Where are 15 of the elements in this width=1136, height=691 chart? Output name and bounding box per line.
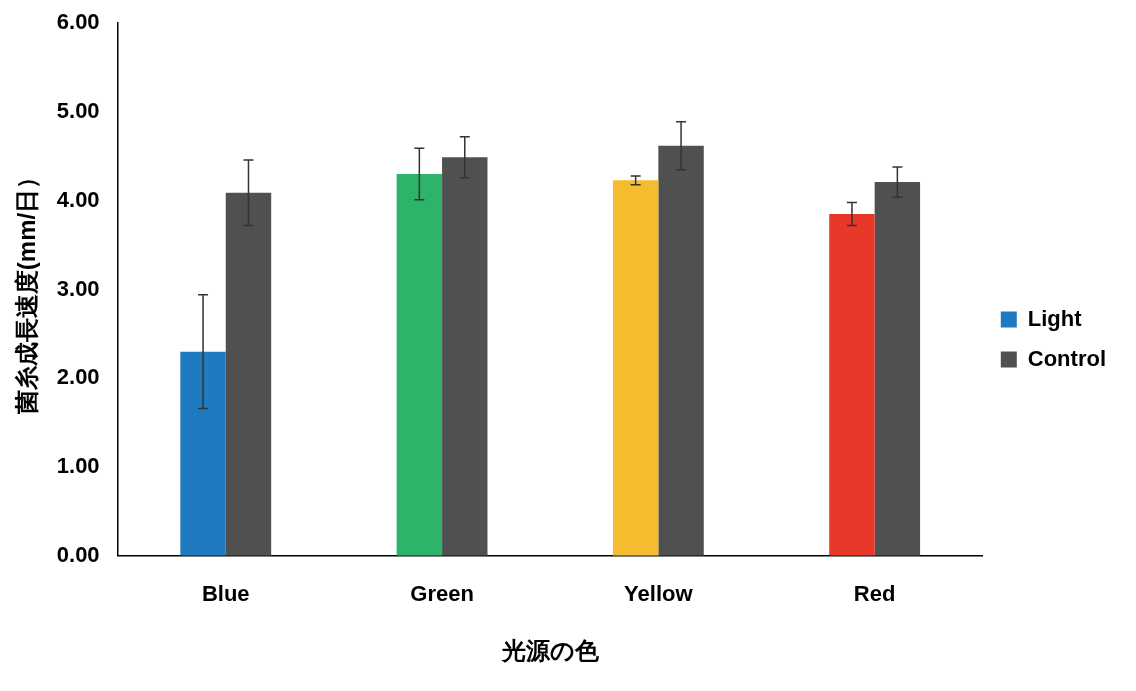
x-tick-label: Yellow (624, 581, 694, 607)
x-axis-title: 光源の色 (500, 637, 600, 665)
y-axis-title: 菌糸成長速度(mm/日） (13, 164, 41, 416)
legend-label: Light (1027, 305, 1083, 331)
x-tick-label: Red (853, 581, 896, 607)
x-tick-label: Blue (201, 581, 250, 607)
legend-label: Control (1027, 345, 1106, 371)
y-tick-label: 6.00 (56, 9, 100, 35)
y-tick-label: 0.00 (56, 541, 100, 567)
y-tick-label: 3.00 (56, 275, 100, 301)
x-tick-label: Green (410, 581, 474, 607)
y-tick-label: 4.00 (56, 186, 100, 212)
y-tick-label: 2.00 (56, 364, 100, 390)
y-tick-label: 5.00 (56, 98, 100, 124)
y-tick-label: 1.00 (56, 453, 100, 479)
